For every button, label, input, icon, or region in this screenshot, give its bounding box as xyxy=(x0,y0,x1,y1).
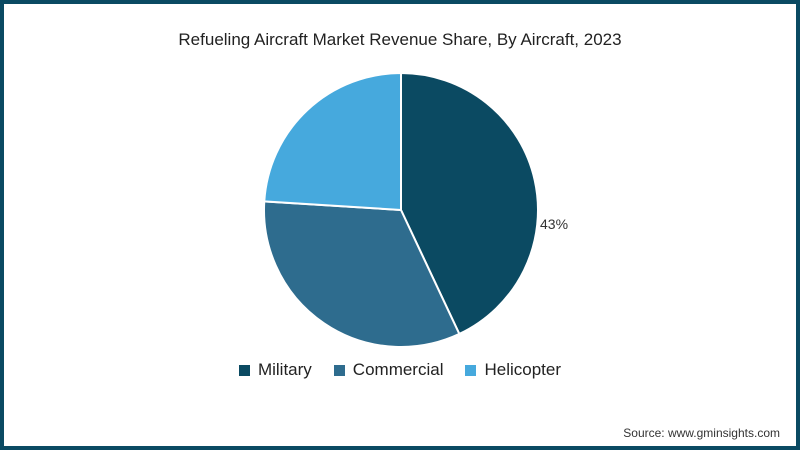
pie-slice-military xyxy=(400,71,539,336)
legend-label: Commercial xyxy=(352,360,444,379)
commercial-swatch-icon xyxy=(333,364,345,376)
pie-slice-commercial xyxy=(263,200,461,348)
military-swatch-icon xyxy=(238,364,250,376)
chart-title: Refueling Aircraft Market Revenue Share,… xyxy=(178,30,622,49)
legend-label: Helicopter xyxy=(484,360,562,379)
legend-label: Military xyxy=(257,360,312,379)
legend-item-commercial: Commercial xyxy=(333,360,444,380)
source-note: Source: www.gminsights.com xyxy=(623,426,780,440)
pie-slice-helicopter xyxy=(263,71,402,212)
legend-item-military: Military xyxy=(238,360,312,380)
helicopter-swatch-icon xyxy=(465,364,477,376)
military-data-label: 43% xyxy=(540,216,569,232)
legend: Military Commercial Helicopter xyxy=(0,360,800,380)
legend-item-helicopter: Helicopter xyxy=(465,360,561,380)
